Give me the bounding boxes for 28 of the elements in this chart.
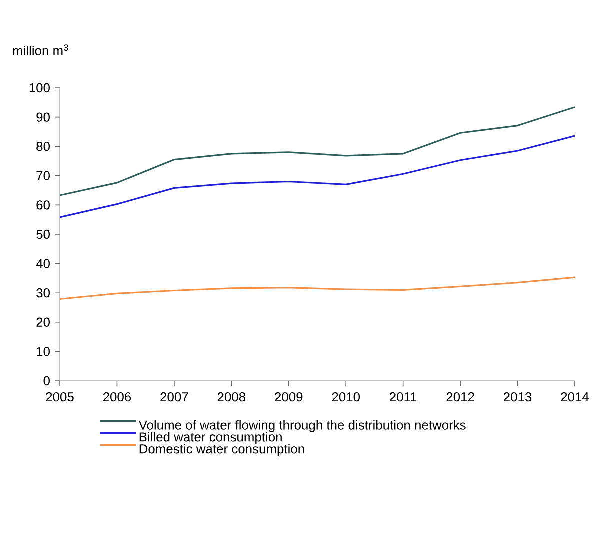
y-tick-label: 80: [36, 142, 50, 152]
y-tick-label: 30: [36, 288, 50, 298]
y-tick-label: 100: [30, 83, 50, 93]
y-tick-label: 50: [36, 230, 50, 240]
line-series: [60, 135, 575, 218]
x-tick-label: 2011: [390, 392, 417, 402]
y-tick-label: 90: [36, 112, 50, 122]
legend-label: Billed water consumption: [140, 432, 282, 444]
x-tick-label: 2014: [561, 392, 590, 402]
line-series: [60, 276, 575, 300]
x-tick-label: 2007: [160, 392, 188, 402]
y-tick-label: 0: [44, 376, 50, 386]
x-tick-label: 2012: [446, 392, 474, 402]
y-tick-label: 10: [37, 347, 50, 356]
y-tick-label: 70: [36, 171, 50, 180]
legend-label: Volume of water flowing through the distribution networks: [138, 420, 466, 432]
y-tick-label: 20: [36, 318, 50, 327]
x-tick-label: 2006: [103, 392, 132, 402]
legend-label: Domestic water consumption: [140, 444, 304, 456]
x-tick-label: 2009: [275, 392, 303, 402]
line-series: [60, 106, 575, 196]
y-tick-label: 40: [36, 259, 50, 268]
x-tick-label: 2013: [504, 392, 532, 402]
x-tick-label: 2010: [332, 392, 360, 402]
x-tick-label: 2008: [218, 392, 246, 402]
y-tick-label: 60: [36, 200, 50, 210]
y-axis-title: million m$^{3}$: [13, 44, 68, 56]
x-tick-label: 2005: [46, 392, 74, 402]
